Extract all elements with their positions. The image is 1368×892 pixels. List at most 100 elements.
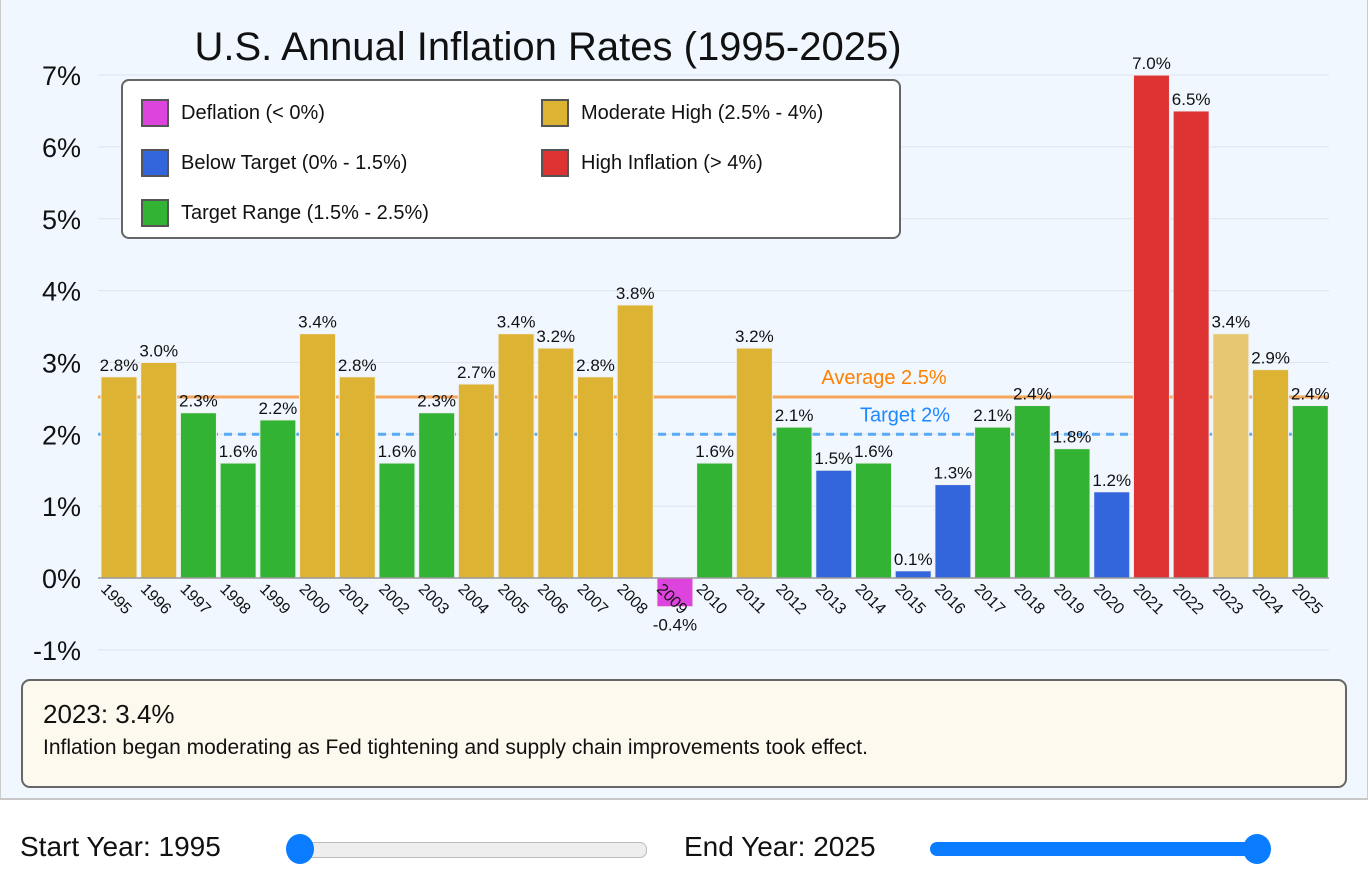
end-year-label: End Year: 2025 <box>684 831 876 862</box>
legend-item-target-range: Target Range (1.5% - 2.5%) <box>141 199 429 227</box>
start-year-slider[interactable] <box>287 842 647 858</box>
x-tick-label: 1999 <box>256 581 293 618</box>
bar-2021 <box>1132 74 1170 579</box>
bar-2023 <box>1212 333 1250 579</box>
x-tick-label: 2000 <box>296 581 333 618</box>
x-tick-label: 2014 <box>852 581 889 618</box>
x-tick-label: 2013 <box>812 581 849 618</box>
data-label: 3.8% <box>616 284 655 303</box>
data-label: 0.1% <box>894 550 933 569</box>
bar-2020 <box>1093 491 1131 579</box>
data-label: 7.0% <box>1132 54 1171 73</box>
x-tick-label: 2020 <box>1090 581 1127 618</box>
bar-2012 <box>775 426 813 579</box>
data-label: 2.3% <box>179 392 218 411</box>
x-tick-label: 2016 <box>931 581 968 618</box>
legend-swatch <box>141 99 169 127</box>
end-year-slider-thumb[interactable] <box>1243 834 1271 864</box>
bar-2025 <box>1291 405 1329 579</box>
x-tick-label: 2005 <box>494 581 531 618</box>
x-tick-label: 2004 <box>455 581 492 618</box>
data-label: 1.6% <box>378 442 417 461</box>
data-label: 2.3% <box>417 392 456 411</box>
inflation-bar-chart: U.S. Annual Inflation Rates (1995-2025) -… <box>33 25 1330 666</box>
bar-2003 <box>418 412 456 579</box>
legend-item-below-target: Below Target (0% - 1.5%) <box>141 149 407 177</box>
bar-1998 <box>219 462 257 579</box>
data-label: 2.9% <box>1251 349 1290 368</box>
x-tick-label: 2018 <box>1010 581 1047 618</box>
end-year-slider[interactable] <box>930 842 1270 856</box>
x-tick-label: 2012 <box>772 581 809 618</box>
bar-2011 <box>735 347 773 579</box>
x-tick-label: 2019 <box>1050 581 1087 618</box>
y-tick-label: 7% <box>42 61 81 91</box>
y-tick-label: 3% <box>42 348 81 378</box>
y-tick-label: 1% <box>42 492 81 522</box>
data-label: 2.8% <box>100 356 139 375</box>
y-tick-label: 0% <box>42 564 81 594</box>
average-line-label: Average 2.5% <box>821 367 946 389</box>
data-label: 2.8% <box>338 356 377 375</box>
x-tick-label: 2011 <box>733 581 769 617</box>
x-tick-label: 1995 <box>97 581 134 618</box>
bar-2001 <box>338 376 376 579</box>
bar-2016 <box>934 484 972 579</box>
info-title: 2023: 3.4% <box>43 699 175 729</box>
legend-label: Deflation (< 0%) <box>181 101 325 124</box>
legend-item-deflation: Deflation (< 0%) <box>141 99 325 127</box>
x-tick-label: 1997 <box>177 581 214 618</box>
bar-2014 <box>854 462 892 579</box>
x-tick-label: 2002 <box>375 581 412 618</box>
legend-label: Below Target (0% - 1.5%) <box>181 151 408 174</box>
bar-1999 <box>259 419 297 579</box>
bar-2004 <box>457 383 495 579</box>
data-label: 3.2% <box>536 327 575 346</box>
y-tick-label: 2% <box>42 420 81 450</box>
target-line-label: Target 2% <box>860 404 950 426</box>
bar-2019 <box>1053 448 1091 579</box>
data-label: 3.4% <box>1211 313 1250 332</box>
data-label: 3.0% <box>139 341 178 360</box>
chart-area: U.S. Annual Inflation Rates (1995-2025) -… <box>0 0 1368 800</box>
bar-2002 <box>378 462 416 579</box>
data-label: 2.1% <box>973 406 1012 425</box>
x-tick-label: 2008 <box>613 581 650 618</box>
data-label: 2.4% <box>1291 385 1330 404</box>
legend-label: Moderate High (2.5% - 4%) <box>581 101 824 124</box>
bar-2009 <box>656 577 694 608</box>
x-tick-label: 1996 <box>137 581 174 618</box>
x-tick-label: 2025 <box>1288 581 1325 618</box>
x-tick-label: 2010 <box>693 581 730 618</box>
bar-2024 <box>1252 369 1290 579</box>
bar-2010 <box>696 462 734 579</box>
x-tick-label: 2015 <box>891 581 928 618</box>
bar-2013 <box>815 469 853 579</box>
x-tick-label: 2024 <box>1249 581 1286 618</box>
data-label: 1.6% <box>219 442 258 461</box>
data-label: 1.6% <box>695 442 734 461</box>
data-label: 1.5% <box>814 449 853 468</box>
legend-label: High Inflation (> 4%) <box>581 151 763 174</box>
chart-title: U.S. Annual Inflation Rates (1995-2025) <box>194 25 901 69</box>
data-label: 6.5% <box>1172 90 1211 109</box>
data-label: 1.8% <box>1053 428 1092 447</box>
data-label: 2.7% <box>457 363 496 382</box>
start-year-slider-thumb[interactable] <box>286 834 314 864</box>
data-label: 1.3% <box>934 464 973 483</box>
x-tick-label: 2021 <box>1130 581 1167 618</box>
bar-2006 <box>537 347 575 579</box>
x-tick-label: 2006 <box>534 581 571 618</box>
bar-1996 <box>140 361 178 579</box>
x-tick-label: 2023 <box>1209 581 1246 618</box>
x-tick-label: 2017 <box>971 581 1008 618</box>
bar-2007 <box>577 376 615 579</box>
bar-2022 <box>1172 110 1210 579</box>
data-label: 1.6% <box>854 442 893 461</box>
x-tick-label: 2001 <box>335 581 372 618</box>
bar-1997 <box>179 412 217 579</box>
info-panel: 2023: 3.4% Inflation began moderating as… <box>21 679 1347 788</box>
x-tick-label: 2022 <box>1169 581 1206 618</box>
bar-2008 <box>616 304 654 579</box>
x-tick-label: 1998 <box>216 581 253 618</box>
